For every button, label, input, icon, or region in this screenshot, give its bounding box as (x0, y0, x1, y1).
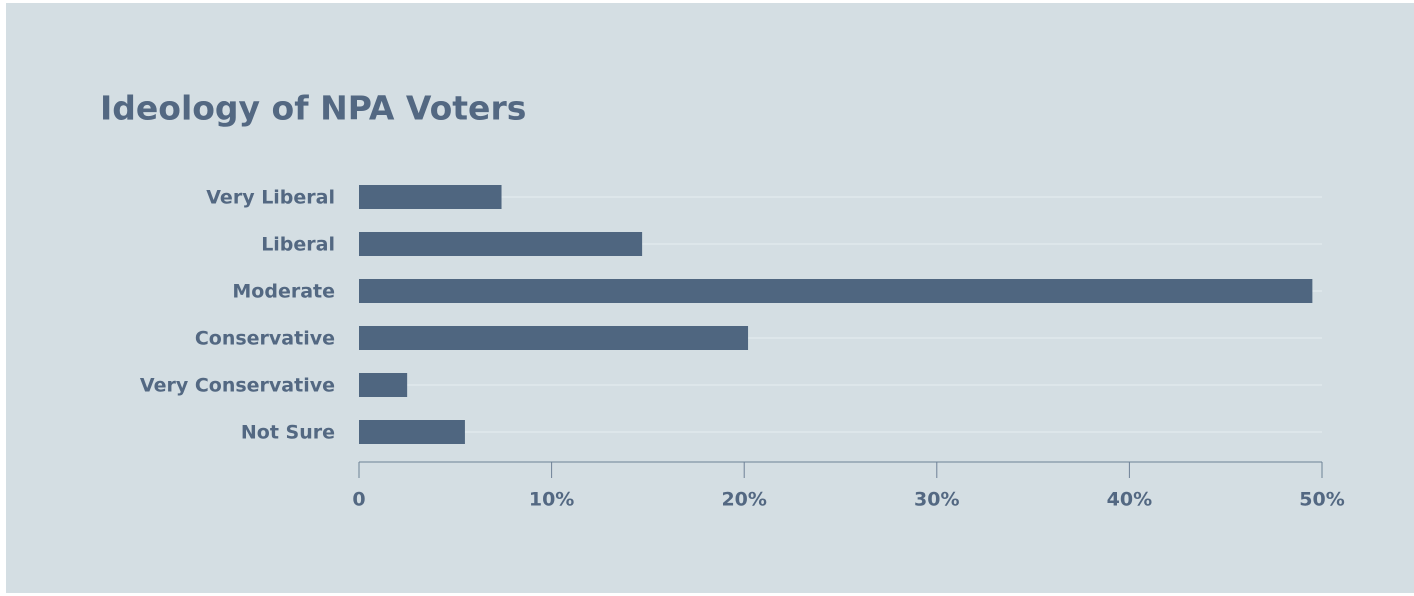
y-tick-label: Liberal (261, 234, 335, 256)
y-tick-label: Conservative (195, 328, 335, 350)
bar (359, 420, 465, 444)
bar (359, 373, 408, 397)
x-tick-label: 30% (914, 489, 959, 511)
x-tick-label: 40% (1107, 489, 1152, 511)
bar (359, 185, 502, 209)
bar (359, 326, 749, 350)
bar (359, 279, 1313, 303)
y-tick-label: Very Conservative (140, 375, 335, 397)
x-tick-label: 10% (529, 489, 574, 511)
chart-title: Ideology of NPA Voters (100, 89, 526, 128)
bar (359, 232, 643, 256)
y-tick-label: Moderate (232, 281, 335, 303)
y-tick-label: Not Sure (241, 422, 335, 444)
x-tick-label: 50% (1299, 489, 1344, 511)
x-tick-label: 0 (352, 489, 365, 511)
y-tick-label: Very Liberal (206, 187, 335, 209)
x-tick-label: 20% (721, 489, 766, 511)
